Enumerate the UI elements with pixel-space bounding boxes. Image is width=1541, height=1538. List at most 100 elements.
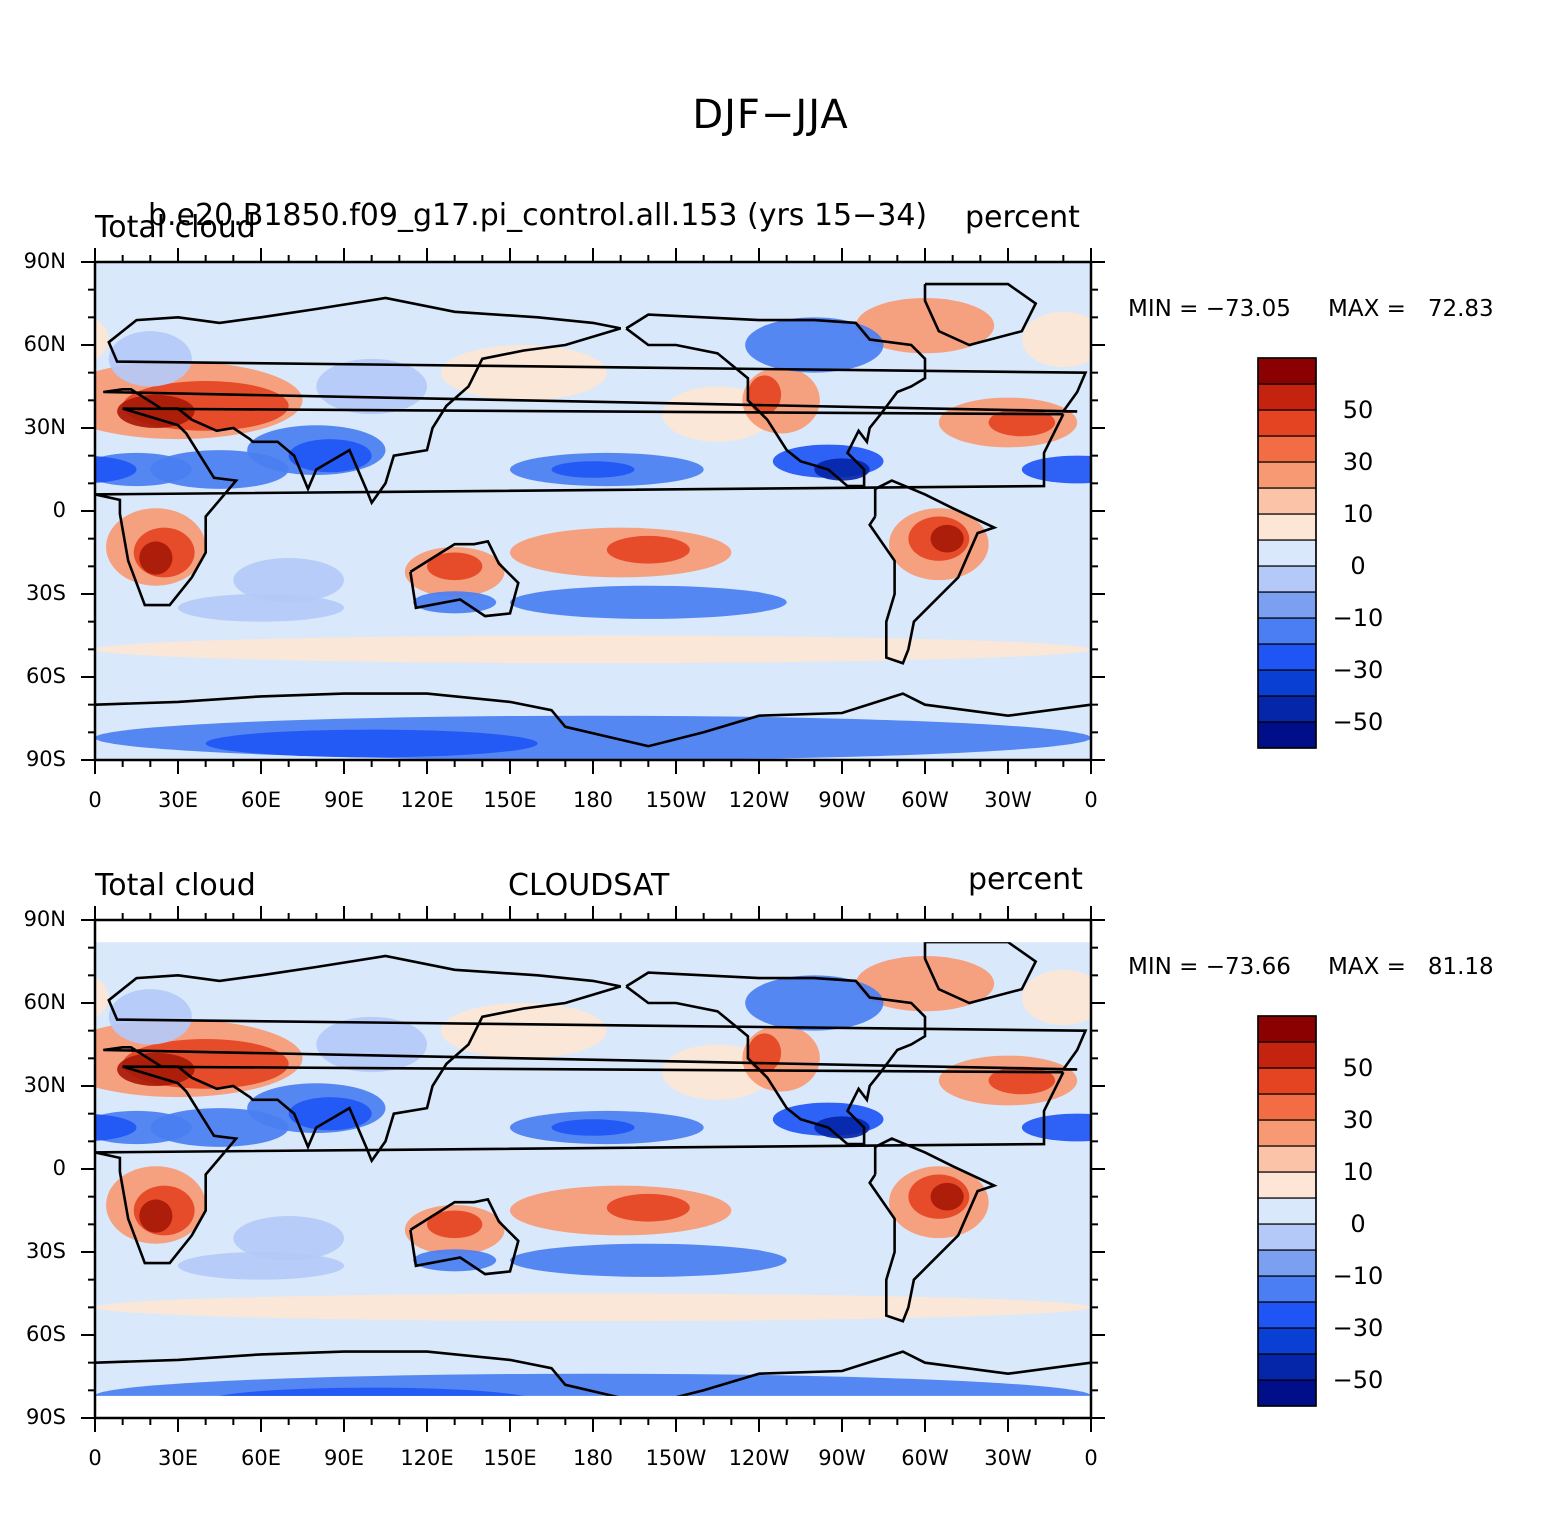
anomaly-region [413, 1249, 497, 1272]
anomaly-region [930, 524, 964, 553]
anomaly-region [747, 375, 782, 415]
panel-center-string: CLOUDSAT [508, 868, 670, 903]
coastline [95, 1350, 1091, 1396]
anomaly-region [510, 1243, 787, 1277]
colorbar-label: −30 [1332, 656, 1384, 684]
anomaly-region [117, 1052, 195, 1086]
anomaly-region [95, 976, 109, 1019]
coastline [868, 1137, 998, 1323]
colorbar-box [1257, 669, 1317, 697]
anomaly-region [814, 1116, 870, 1139]
colorbar-box [1257, 1041, 1317, 1069]
colorbar-box [1257, 1379, 1317, 1407]
lon-label: 30E [158, 1446, 198, 1470]
panel-left-string: Total cloud [95, 868, 256, 903]
anomaly-region [108, 331, 192, 387]
anomaly-region [988, 408, 1056, 437]
colorbar-box [1257, 1275, 1317, 1303]
lon-label: 0 [88, 1446, 102, 1470]
anomaly-region [745, 975, 884, 1031]
max-label: MAX = 72.83 [1328, 296, 1494, 322]
anomaly-region [606, 535, 690, 564]
coastline [923, 282, 1038, 347]
colorbar-label: 0 [1350, 552, 1366, 580]
anomaly-region [117, 394, 195, 428]
anomaly-region [219, 1387, 524, 1396]
map-panel-cloudsat: Total cloud CLOUDSAT percent 90N 60N 30N 0 3… [0, 838, 1541, 1498]
colorbar-box [1257, 435, 1317, 463]
lat-label: 60S [25, 1322, 66, 1346]
colorbar-frame [1257, 357, 1317, 749]
colorbar-label: −50 [1332, 708, 1384, 736]
min-label: MIN = −73.05 [1128, 296, 1291, 322]
coastline [409, 539, 520, 618]
anomaly-region [427, 552, 483, 581]
colorbar-label: −10 [1332, 1262, 1384, 1290]
coastline [625, 313, 927, 488]
colorbar-box [1257, 539, 1317, 567]
map-panel-model: Total cloud b.e20.B1850.f09_g17.pi_contr… [0, 180, 1541, 840]
lon-label: 120W [728, 1446, 790, 1470]
lon-label: 120E [400, 788, 454, 812]
anomaly-region [95, 456, 137, 483]
max-label: MAX = 81.18 [1328, 954, 1494, 980]
lon-label: 90W [818, 788, 866, 812]
coastline [103, 296, 1088, 506]
anomaly-region [427, 1210, 483, 1239]
colorbar-box [1257, 617, 1317, 645]
lat-label: 60S [25, 664, 66, 688]
anomaly-region [95, 1293, 1091, 1322]
anomaly-region [288, 1097, 372, 1131]
panel-right-string: percent [965, 200, 1080, 235]
colorbar-box [1257, 1093, 1317, 1121]
anomaly-region [108, 989, 192, 1045]
anomaly-region [510, 585, 787, 619]
colorbar-box [1257, 1067, 1317, 1095]
colorbar-box [1257, 1249, 1317, 1277]
anomaly-region [814, 458, 870, 481]
lon-label: 150W [645, 1446, 707, 1470]
anomaly-region [139, 1199, 173, 1233]
colorbar [1257, 1015, 1317, 1407]
lat-label: 60N [23, 990, 66, 1014]
colorbar-box [1257, 1145, 1317, 1173]
lon-label: 90W [818, 1446, 866, 1470]
lat-label: 0 [52, 498, 66, 522]
anomaly-region [139, 541, 173, 575]
anomaly-region [178, 594, 344, 622]
colorbar-label: −10 [1332, 604, 1384, 632]
anomaly-region [745, 317, 884, 373]
lon-label: 60E [241, 1446, 281, 1470]
coastline [868, 479, 998, 665]
colorbar-label: 0 [1350, 1210, 1366, 1238]
figure-title: DJF−JJA [692, 92, 849, 138]
lat-label: 90S [25, 1405, 66, 1429]
colorbar-label: −30 [1332, 1314, 1384, 1342]
colorbar-frame [1257, 1015, 1317, 1407]
coastline [95, 407, 1065, 607]
colorbar-label: 30 [1342, 448, 1374, 476]
coastline [95, 692, 1091, 748]
colorbar-box [1257, 565, 1317, 593]
anomaly-region [440, 1003, 607, 1059]
lon-label: 60W [901, 1446, 949, 1470]
colorbar-label: 10 [1342, 1158, 1374, 1186]
lat-label: 30S [25, 581, 66, 605]
lon-label: 120E [400, 1446, 454, 1470]
colorbar-box [1257, 591, 1317, 619]
lat-label: 90S [25, 747, 66, 771]
anomaly-region [551, 461, 635, 478]
colorbar-label: −50 [1332, 1366, 1384, 1394]
colorbar-box [1257, 721, 1317, 749]
anomaly-region [606, 1193, 690, 1222]
colorbar-label: 30 [1342, 1106, 1374, 1134]
lat-label: 30N [23, 1073, 66, 1097]
anomaly-region [316, 1016, 427, 1073]
lon-label: 90E [324, 788, 364, 812]
coastline [103, 954, 1088, 1164]
lat-label: 90N [23, 907, 66, 931]
colorbar-box [1257, 1223, 1317, 1251]
lon-label: 0 [1084, 788, 1098, 812]
colorbar [1257, 357, 1317, 749]
anomaly-region [1021, 1113, 1091, 1142]
